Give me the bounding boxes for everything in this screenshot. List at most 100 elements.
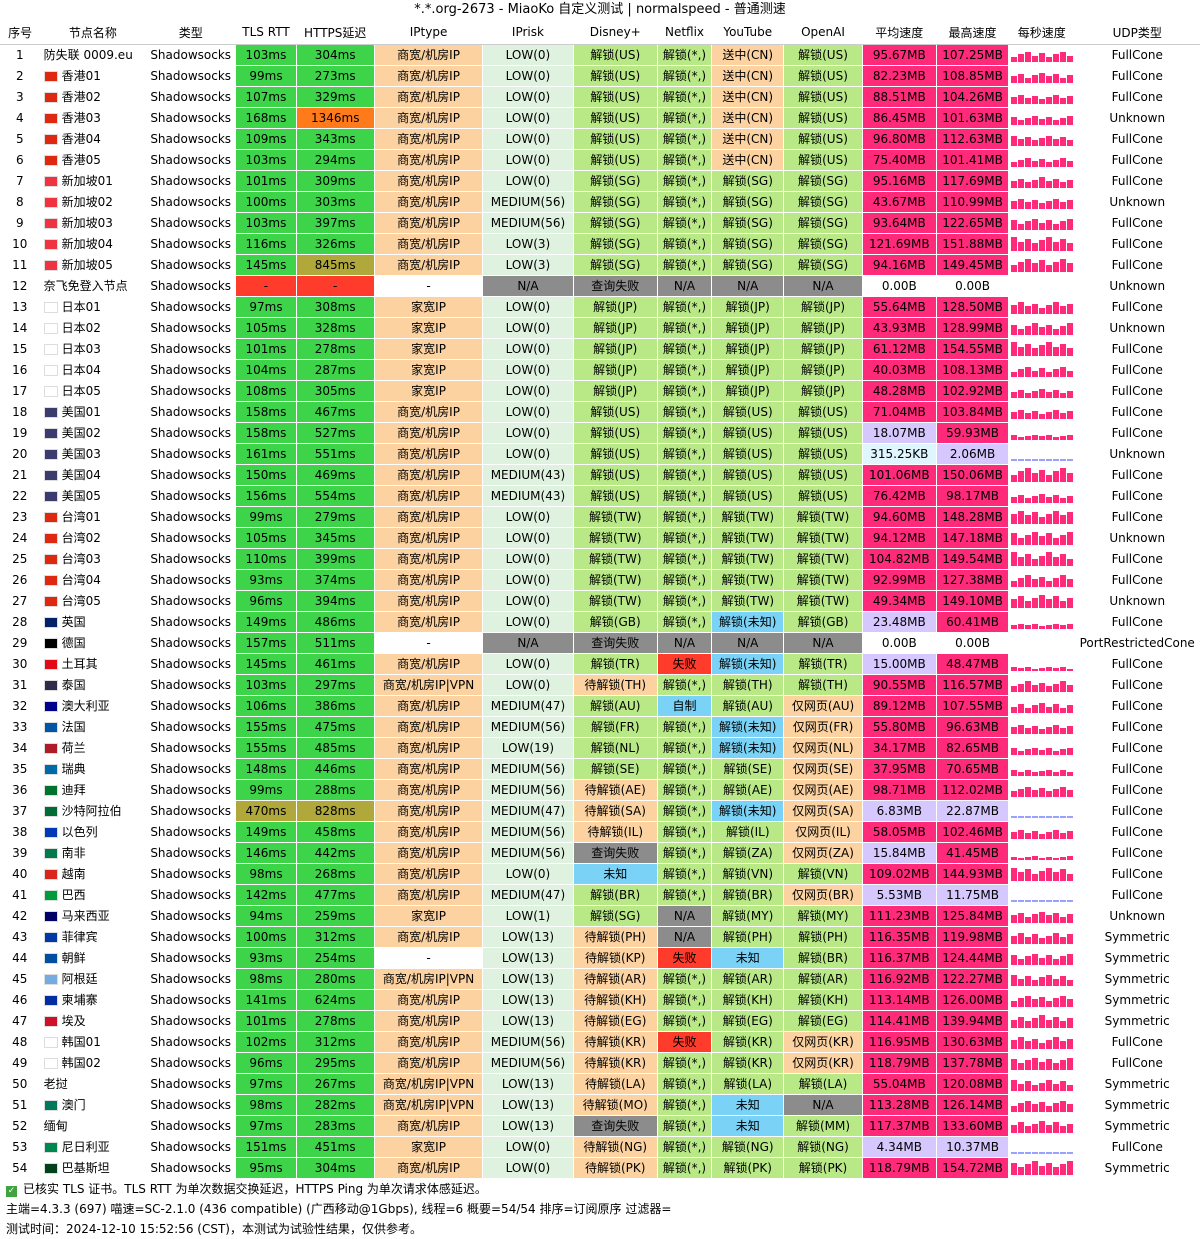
col-header[interactable]: Disney+ (573, 20, 658, 45)
table-row[interactable]: 18 美国01 Shadowsocks 158ms 467ms 商宽/机房IP LOW(0)… (0, 401, 1200, 423)
cell-https-latency: 828ms (296, 800, 375, 822)
col-header[interactable]: 序号 (0, 20, 41, 45)
table-row[interactable]: 7 新加坡01 Shadowsocks 101ms 309ms 商宽/机房IP LOW(0)… (0, 170, 1200, 192)
cell-netflix: N/A (657, 926, 713, 948)
cell-max-speed: 151.88MB (936, 233, 1010, 255)
table-row[interactable]: 24 台湾02 Shadowsocks 105ms 345ms 商宽/机房IP LOW(0)… (0, 527, 1200, 549)
table-row[interactable]: 23 台湾01 Shadowsocks 99ms 279ms 商宽/机房IP LOW(0) 解… (0, 506, 1200, 528)
speed-sparkline (1011, 132, 1074, 146)
col-header[interactable]: UDP类型 (1074, 20, 1200, 45)
cell-max-speed: 128.99MB (936, 317, 1010, 339)
col-header[interactable]: HTTPS延迟 (296, 20, 375, 45)
table-row[interactable]: 21 美国04 Shadowsocks 150ms 469ms 商宽/机房IP MEDIUM… (0, 464, 1200, 486)
table-row[interactable]: 43 菲律宾 Shadowsocks 100ms 312ms 商宽/机房IP LOW(13)… (0, 926, 1200, 948)
speed-bar (1039, 345, 1046, 356)
speed-bar (1053, 302, 1060, 314)
cell-index: 11 (0, 254, 41, 276)
col-header[interactable]: 每秒速度 (1008, 20, 1075, 45)
table-row[interactable]: 47 埃及 Shadowsocks 101ms 278ms 商宽/机房IP LOW(13) 待… (0, 1010, 1200, 1032)
table-row[interactable]: 19 美国02 Shadowsocks 158ms 527ms 商宽/机房IP LOW(0)… (0, 422, 1200, 444)
table-row[interactable]: 33 法国 Shadowsocks 155ms 475ms 商宽/机房IP MEDIUM(5… (0, 716, 1200, 738)
table-row[interactable]: 11 新加坡05 Shadowsocks 145ms 845ms 商宽/机房IP LOW(3… (0, 254, 1200, 276)
table-row[interactable]: 8 新加坡02 Shadowsocks 100ms 303ms 商宽/机房IP MEDIUM… (0, 191, 1200, 213)
speed-bar (1060, 52, 1067, 62)
cell-tls-rtt: 107ms (235, 86, 297, 108)
table-row[interactable]: 51 澳门 Shadowsocks 98ms 282ms 商宽/机房IP|VPN LOW(1… (0, 1094, 1200, 1116)
cell-index: 52 (0, 1115, 41, 1137)
table-row[interactable]: 49 韩国02 Shadowsocks 96ms 295ms 商宽/机房IP MEDIUM(… (0, 1052, 1200, 1074)
cell-iprisk: LOW(19) (482, 737, 574, 759)
col-header[interactable]: YouTube (711, 20, 784, 45)
cell-index: 17 (0, 380, 41, 402)
table-row[interactable]: 9 新加坡03 Shadowsocks 103ms 397ms 商宽/机房IP MEDIUM… (0, 212, 1200, 234)
table-row[interactable]: 12 奈飞免登入节点 Shadowsocks - - - N/A 查询失败 N/A N/A N/A 0… (0, 275, 1200, 297)
table-row[interactable]: 32 澳大利亚 Shadowsocks 106ms 386ms 商宽/机房IP MEDIUM… (0, 695, 1200, 717)
table-row[interactable]: 4 香港03 Shadowsocks 168ms 1346ms 商宽/机房IP LOW(0)… (0, 107, 1200, 129)
table-row[interactable]: 36 迪拜 Shadowsocks 99ms 288ms 商宽/机房IP MEDIUM(56… (0, 779, 1200, 801)
table-row[interactable]: 13 日本01 Shadowsocks 97ms 308ms 家宽IP LOW(0) 解锁(J… (0, 296, 1200, 318)
table-row[interactable]: 20 美国03 Shadowsocks 161ms 551ms 商宽/机房IP LOW(0)… (0, 443, 1200, 465)
table-row[interactable]: 31 泰国 Shadowsocks 103ms 297ms 商宽/机房IP|VPN LOW(… (0, 674, 1200, 696)
cell-openai: 解锁(US) (783, 86, 863, 108)
speed-bar (1025, 202, 1032, 209)
speed-bar (1039, 119, 1046, 125)
table-row[interactable]: 44 朝鲜 Shadowsocks 93ms 254ms - LOW(13) 待解锁(KP) 失… (0, 947, 1200, 969)
speed-bar (1032, 999, 1039, 1007)
table-row[interactable]: 25 台湾03 Shadowsocks 110ms 399ms 商宽/机房IP LOW(0)… (0, 548, 1200, 570)
table-row[interactable]: 52 缅甸 Shadowsocks 97ms 283ms 商宽/机房IP LOW(13) 查询… (0, 1115, 1200, 1137)
table-row[interactable]: 2 香港01 Shadowsocks 99ms 273ms 商宽/机房IP LOW(0) 解锁… (0, 65, 1200, 87)
cell-avg-speed: 55.04MB (862, 1073, 937, 1095)
speed-bar (1067, 200, 1074, 209)
table-row[interactable]: 46 柬埔寨 Shadowsocks 141ms 624ms 商宽/机房IP LOW(13)… (0, 989, 1200, 1011)
cell-max-speed: 112.63MB (936, 128, 1010, 150)
col-header[interactable]: 最高速度 (936, 20, 1009, 45)
col-header[interactable]: 平均速度 (862, 20, 937, 45)
col-header[interactable]: TLS RTT (235, 20, 297, 45)
table-row[interactable]: 29 德国 Shadowsocks 157ms 511ms - N/A 查询失败 N/A N/A N… (0, 632, 1200, 654)
speed-bar (1039, 327, 1046, 335)
col-header[interactable]: 类型 (145, 20, 236, 45)
cell-udp-type: FullCone (1074, 1031, 1200, 1053)
table-row[interactable]: 54 巴基斯坦 Shadowsocks 95ms 304ms 商宽/机房IP LOW(0) 待… (0, 1157, 1200, 1179)
table-row[interactable]: 10 新加坡04 Shadowsocks 116ms 326ms 商宽/机房IP LOW(3… (0, 233, 1200, 255)
table-row[interactable]: 22 美国05 Shadowsocks 156ms 554ms 商宽/机房IP MEDIUM… (0, 485, 1200, 507)
table-row[interactable]: 40 越南 Shadowsocks 98ms 268ms 商宽/机房IP LOW(0) 未知解… (0, 863, 1200, 885)
table-row[interactable]: 45 阿根廷 Shadowsocks 98ms 280ms 商宽/机房IP|VPN LOW(… (0, 968, 1200, 990)
table-row[interactable]: 37 沙特阿拉伯 Shadowsocks 470ms 828ms 商宽/机房IP MEDIU… (0, 800, 1200, 822)
table-row[interactable]: 28 英国 Shadowsocks 149ms 486ms 商宽/机房IP LOW(0) 解锁… (0, 611, 1200, 633)
table-row[interactable]: 38 以色列 Shadowsocks 149ms 458ms 商宽/机房IP MEDIUM(… (0, 821, 1200, 843)
table-row[interactable]: 34 荷兰 Shadowsocks 155ms 485ms 商宽/机房IP LOW(19) 解… (0, 737, 1200, 759)
table-row[interactable]: 14 日本02 Shadowsocks 105ms 328ms 家宽IP LOW(0) 解锁(… (0, 317, 1200, 339)
cell-per-second-speed (1008, 653, 1076, 675)
speed-bar (1039, 683, 1046, 692)
table-row[interactable]: 6 香港05 Shadowsocks 103ms 294ms 商宽/机房IP LOW(0) 解… (0, 149, 1200, 171)
table-row[interactable]: 26 台湾04 Shadowsocks 93ms 374ms 商宽/机房IP LOW(0) 解… (0, 569, 1200, 591)
cell-index: 53 (0, 1136, 41, 1158)
col-header[interactable]: 节点名称 (40, 20, 146, 45)
cell-node-name: 泰国 (40, 674, 147, 696)
table-row[interactable]: 39 南非 Shadowsocks 146ms 442ms 商宽/机房IP MEDIUM(5… (0, 842, 1200, 864)
table-row[interactable]: 42 马来西亚 Shadowsocks 94ms 259ms 家宽IP LOW(1) 解锁(S… (0, 905, 1200, 927)
speed-sparkline (1011, 69, 1074, 83)
col-header[interactable]: Netflix (657, 20, 712, 45)
speed-bar (1046, 857, 1053, 860)
col-header[interactable]: IPrisk (482, 20, 574, 45)
cell-per-second-speed (1008, 569, 1076, 591)
table-row[interactable]: 17 日本05 Shadowsocks 108ms 305ms 家宽IP LOW(0) 解锁(… (0, 380, 1200, 402)
table-row[interactable]: 1 防失联 0009.eu Shadowsocks 103ms 304ms 商宽/机房IP… (0, 44, 1200, 66)
table-row[interactable]: 50 老挝 Shadowsocks 97ms 267ms 商宽/机房IP|VPN LOW(1… (0, 1073, 1200, 1095)
table-row[interactable]: 35 瑞典 Shadowsocks 148ms 446ms 商宽/机房IP MEDIUM(5… (0, 758, 1200, 780)
table-row[interactable]: 15 日本03 Shadowsocks 101ms 278ms 家宽IP LOW(0) 解锁(… (0, 338, 1200, 360)
col-header[interactable]: OpenAI (783, 20, 863, 45)
table-row[interactable]: 16 日本04 Shadowsocks 104ms 287ms 家宽IP LOW(0) 解锁(… (0, 359, 1200, 381)
table-row[interactable]: 30 土耳其 Shadowsocks 145ms 461ms 商宽/机房IP LOW(0) 解… (0, 653, 1200, 675)
speed-bar (1053, 1084, 1060, 1091)
table-row[interactable]: 41 巴西 Shadowsocks 142ms 477ms 商宽/机房IP MEDIUM(4… (0, 884, 1200, 906)
table-row[interactable]: 5 香港04 Shadowsocks 109ms 343ms 商宽/机房IP LOW(0) 解… (0, 128, 1200, 150)
cell-index: 46 (0, 989, 41, 1011)
table-row[interactable]: 3 香港02 Shadowsocks 107ms 329ms 商宽/机房IP LOW(0) 解… (0, 86, 1200, 108)
table-row[interactable]: 53 尼日利亚 Shadowsocks 151ms 451ms 家宽IP LOW(0) 待解锁… (0, 1136, 1200, 1158)
col-header[interactable]: IPtype (374, 20, 483, 45)
table-row[interactable]: 48 韩国01 Shadowsocks 102ms 312ms 商宽/机房IP MEDIUM… (0, 1031, 1200, 1053)
table-row[interactable]: 27 台湾05 Shadowsocks 96ms 394ms 商宽/机房IP LOW(0) 解… (0, 590, 1200, 612)
